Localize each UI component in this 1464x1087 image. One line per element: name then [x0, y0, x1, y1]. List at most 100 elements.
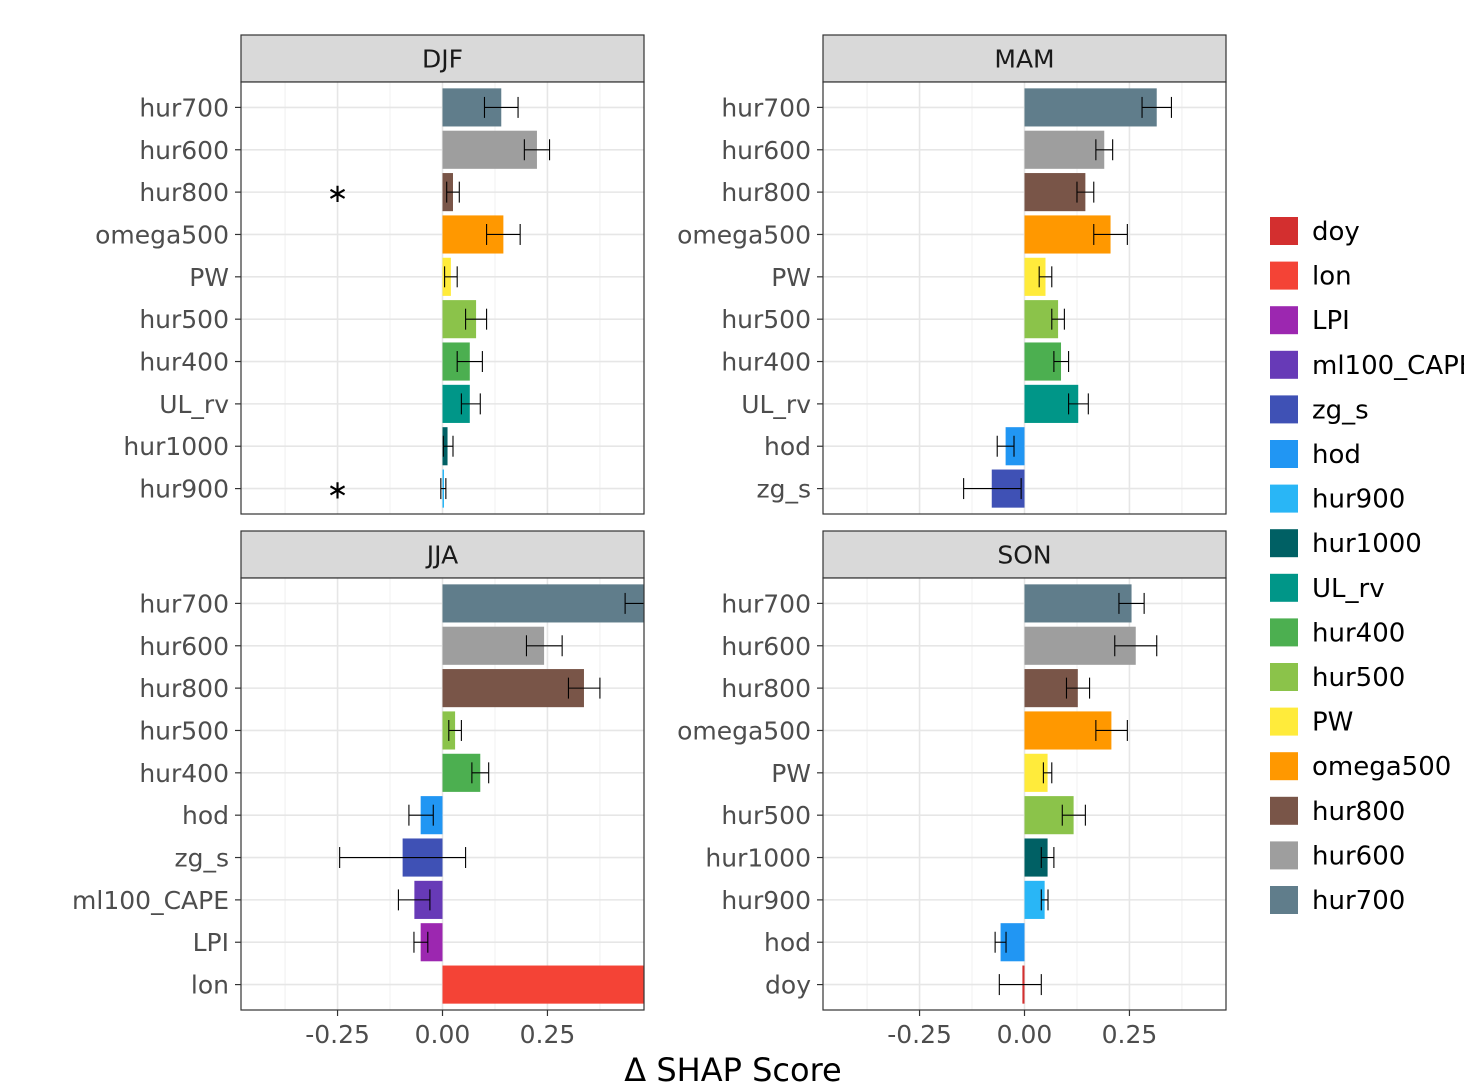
- error-bar-omega500: [1095, 719, 1128, 741]
- error-bar-hur800: [1076, 181, 1095, 203]
- y-tick-label: hur600: [721, 632, 811, 661]
- error-bar-hur1000: [1040, 847, 1055, 869]
- legend-item-UL_rv: UL_rv: [1270, 573, 1385, 604]
- x-axis-title: Δ SHAP Score: [624, 1051, 841, 1087]
- facet-title: JJA: [425, 541, 458, 570]
- y-tick-label: hur900: [721, 886, 811, 915]
- legend-key-doy: [1270, 217, 1298, 245]
- error-bar-zg_s: [339, 847, 467, 869]
- error-bar-hur800: [1065, 677, 1091, 699]
- y-tick-label: UL_rv: [741, 390, 811, 419]
- legend-key-hur400: [1270, 618, 1298, 647]
- legend-item-hur600: hur600: [1270, 841, 1405, 871]
- y-tick-label: hur700: [139, 93, 229, 122]
- legend-item-lon: lon: [1270, 261, 1352, 292]
- error-bar-LPI: [413, 931, 429, 953]
- error-bar-hur700: [624, 592, 644, 614]
- legend-item-doy: doy: [1270, 217, 1360, 247]
- y-tick-label: hur700: [721, 93, 811, 122]
- error-bar-hod: [996, 435, 1015, 457]
- error-bar-hur700: [1141, 96, 1172, 118]
- y-tick-label: hod: [764, 432, 811, 461]
- error-bar-PW: [444, 266, 458, 288]
- bar-hur700: [1024, 88, 1157, 127]
- y-tick-label: hur500: [139, 305, 229, 334]
- error-bar-hur400: [456, 351, 483, 373]
- error-bar-hod: [408, 804, 434, 826]
- legend-label: hur700: [1312, 886, 1405, 916]
- y-tick-label: hur600: [139, 632, 229, 661]
- y-tick-label: hur700: [139, 589, 229, 618]
- panel-djf: DJF ∗ ∗ hur700 hur600 hur800 omega500 PW hur500 h…: [95, 34, 645, 515]
- facet-strip: [240, 530, 645, 579]
- x-tick-label: 0.00: [997, 1020, 1053, 1049]
- y-tick-label: LPI: [193, 928, 229, 957]
- bar-hur600: [1024, 130, 1105, 169]
- y-tick-label: hur800: [139, 674, 229, 703]
- error-bar-hur500: [465, 308, 488, 330]
- bar-hur800: [1024, 173, 1086, 212]
- legend-key-UL_rv: [1270, 573, 1298, 602]
- legend-item-hod: hod: [1270, 440, 1361, 470]
- legend-key-hur800: [1270, 796, 1298, 825]
- bar-hur900: [1024, 880, 1045, 919]
- legend-label: doy: [1312, 217, 1360, 247]
- facet-strip: [240, 34, 645, 83]
- legend-item-omega500: omega500: [1270, 752, 1451, 782]
- error-bar-hur600: [1114, 635, 1158, 657]
- y-tick-label: hur800: [721, 674, 811, 703]
- error-bar-hur1000: [442, 435, 454, 457]
- y-tick-label: hod: [182, 801, 229, 830]
- bar-hur600: [442, 130, 537, 169]
- legend-key-hur500: [1270, 663, 1298, 691]
- error-bar-hur500: [448, 719, 462, 741]
- error-bar-omega500: [1093, 223, 1128, 245]
- legend-label: zg_s: [1312, 395, 1369, 425]
- legend-label: hur600: [1312, 841, 1405, 871]
- error-bar-hur700: [483, 96, 519, 118]
- error-bar-UL_rv: [1068, 393, 1089, 415]
- error-bar-hur600: [1095, 139, 1114, 161]
- bar-hur700: [1024, 584, 1132, 623]
- legend-label: hur400: [1312, 618, 1405, 648]
- legend-label: hur900: [1312, 485, 1405, 515]
- bar-PW: [1024, 257, 1046, 296]
- x-tick-label: 0.25: [1102, 1020, 1158, 1049]
- legend-label: UL_rv: [1312, 574, 1385, 604]
- y-tick-label: PW: [189, 263, 229, 292]
- legend-key-LPI: [1270, 306, 1298, 335]
- y-tick-label: hur500: [721, 801, 811, 830]
- error-bar-omega500: [486, 223, 521, 245]
- legend-key-hur600: [1270, 841, 1298, 870]
- significance-marker: ∗: [327, 179, 349, 209]
- y-tick-label: hur500: [721, 305, 811, 334]
- y-tick-label: hur400: [139, 759, 229, 788]
- panel-mam: MAM hur700 hur600 hur800 omega500 PW hur500 hur…: [677, 34, 1227, 515]
- error-bar-hur800: [446, 181, 460, 203]
- y-tick-label: PW: [771, 759, 811, 788]
- error-bar-PW: [1042, 762, 1053, 784]
- y-tick-label: hur1000: [123, 432, 229, 461]
- y-tick-label: omega500: [677, 716, 811, 745]
- error-bar-hur500: [1051, 308, 1065, 330]
- bar-PW: [1024, 753, 1048, 792]
- legend-label: hur1000: [1312, 529, 1422, 559]
- error-bar-hur400: [471, 762, 490, 784]
- y-tick-label: doy: [765, 971, 811, 1000]
- x-tick-label: 0.00: [415, 1020, 471, 1049]
- y-tick-label: hur700: [721, 589, 811, 618]
- y-tick-label: hur600: [721, 136, 811, 165]
- significance-marker: ∗: [327, 476, 349, 506]
- y-tick-label: zg_s: [756, 475, 811, 504]
- legend-label: hod: [1312, 440, 1361, 470]
- legend-item-PW: PW: [1270, 707, 1353, 738]
- panel-border: [822, 81, 1227, 515]
- legend-key-lon: [1270, 261, 1298, 290]
- error-bar-UL_rv: [460, 393, 481, 415]
- error-bar-hod: [994, 931, 1007, 953]
- y-tick-label: hur800: [139, 178, 229, 207]
- facet-title: DJF: [422, 45, 463, 74]
- y-tick-label: ml100_CAPE: [72, 886, 229, 915]
